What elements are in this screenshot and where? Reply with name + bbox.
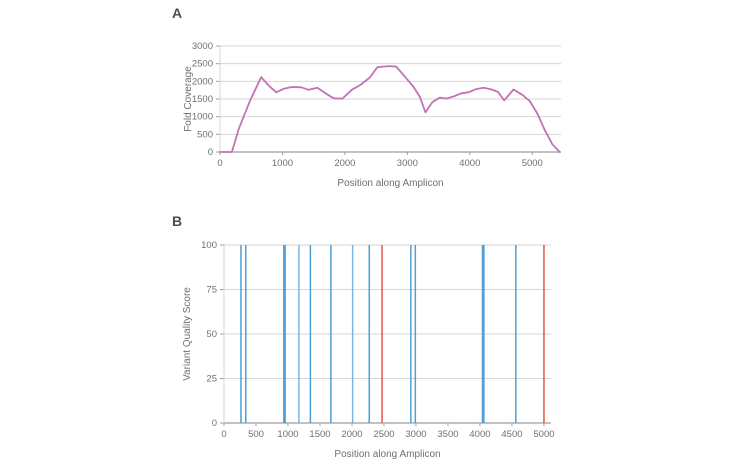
fold-coverage-line-chart: 0 500 1000 1500 2000 2500 3000 0 1000 2000 3000 400… [183,41,561,189]
x-tick-label: 3500 [437,429,458,440]
y-tick-label: 100 [201,240,217,251]
y-tick-label: 0 [208,147,213,158]
x-tick-label: 1000 [277,429,298,440]
x-tick-label: 4500 [501,429,522,440]
panel-b-label: B [172,213,183,229]
y-tick-label: 500 [197,129,213,140]
x-tick-label: 1000 [272,158,293,169]
y-axis-title: Fold Coverage [183,66,194,132]
x-tick-label: 4000 [459,158,480,169]
panel-a-label: A [172,5,183,21]
coverage-line-series [219,65,561,153]
y-tick-label: 50 [206,329,217,340]
x-tick-label: 3000 [397,158,418,169]
x-tick-label: 0 [221,429,226,440]
x-tick-label: 0 [217,158,222,169]
y-tick-label: 1500 [192,94,213,105]
x-tick-label: 3000 [405,429,426,440]
x-tick-label: 4000 [469,429,490,440]
x-tick-label: 5000 [533,429,554,440]
y-tick-label: 2500 [192,59,213,70]
x-axis-title: Position along Amplicon [337,178,443,189]
y-tick-label: 0 [212,418,217,429]
y-tick-label: 75 [206,285,217,296]
x-tick-label: 2500 [373,429,394,440]
y-tick-label: 25 [206,374,217,385]
x-tick-label: 2000 [341,429,362,440]
y-tick-label: 1000 [192,112,213,123]
y-tick-label: 3000 [192,41,213,52]
x-tick-label: 500 [248,429,264,440]
y-axis-title: Variant Quality Score [182,287,193,381]
x-axis-title: Position along Amplicon [334,449,440,460]
x-tick-label: 1500 [309,429,330,440]
y-tick-label: 2000 [192,76,213,87]
x-tick-label: 5000 [522,158,543,169]
x-tick-label: 2000 [334,158,355,169]
